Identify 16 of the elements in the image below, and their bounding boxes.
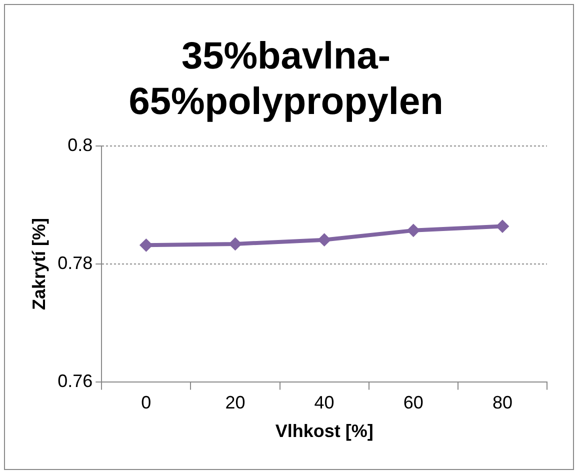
y-tick-label: 0.76 — [58, 370, 93, 391]
point — [228, 237, 242, 250]
x-tick-label: 40 — [314, 392, 334, 413]
chart-title: 35%bavlna- 65%polypropylen — [128, 35, 444, 123]
point — [496, 220, 509, 233]
point — [318, 233, 331, 246]
point — [406, 224, 420, 237]
x-tick-label: 0 — [141, 392, 152, 413]
point — [140, 238, 153, 252]
y-tick-label: 0.78 — [58, 252, 93, 273]
y-axis-title: Zakrytí [%] — [28, 218, 49, 310]
y-tick-label: 0.8 — [68, 135, 93, 156]
x-tick-label: 60 — [403, 392, 424, 413]
x-tick-label: 20 — [225, 392, 246, 413]
x-tick-label: 80 — [492, 392, 512, 413]
x-axis-title: Vlhkost [%] — [275, 421, 374, 442]
